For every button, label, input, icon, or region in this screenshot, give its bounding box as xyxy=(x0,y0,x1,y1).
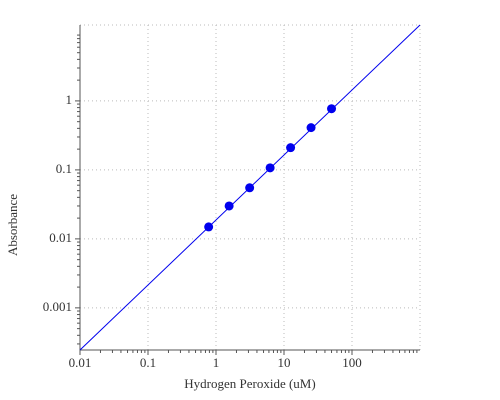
y-tick-label: 0.01 xyxy=(49,230,72,245)
data-point xyxy=(286,143,296,153)
y-tick-label: 0.1 xyxy=(56,161,72,176)
y-axis-label: Absorbance xyxy=(5,194,20,256)
x-tick-label: 1 xyxy=(213,355,220,370)
fit-line xyxy=(79,24,421,351)
x-tick-label: 100 xyxy=(342,355,362,370)
data-point xyxy=(327,104,337,114)
data-point xyxy=(306,123,316,133)
x-tick-label: 10 xyxy=(278,355,291,370)
x-axis-label: Hydrogen Peroxide (uM) xyxy=(184,376,315,391)
y-tick-label: 1 xyxy=(66,92,73,107)
x-tick-label: 0.01 xyxy=(69,355,92,370)
x-tick-label: 0.1 xyxy=(140,355,156,370)
data-point xyxy=(224,201,234,211)
y-tick-label: 0.001 xyxy=(43,299,72,314)
